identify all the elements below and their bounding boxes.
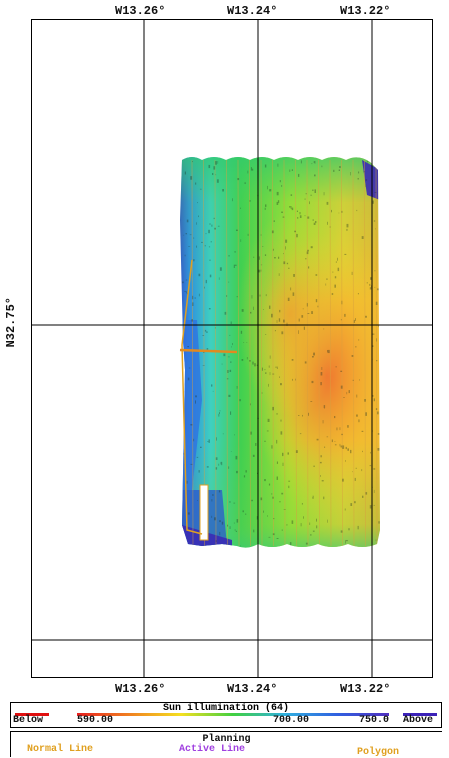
bathymetry-map[interactable] [32, 20, 433, 678]
polygon-label[interactable]: Polygon [357, 747, 400, 758]
top-lon-label-3: W13.22° [340, 4, 391, 18]
graticule [32, 20, 432, 677]
legend-below: Below [13, 715, 44, 726]
normal-line-label[interactable]: Normal Line [27, 744, 94, 755]
active-line[interactable] [179, 348, 238, 354]
bottom-lon-label-2: W13.24° [227, 682, 278, 696]
active-line-label[interactable]: Active Line [179, 744, 246, 755]
planning-legend: Planning Normal Line Active Line Polygon [10, 731, 442, 758]
bottom-lon-label-3: W13.22° [340, 682, 391, 696]
legend-title: Sun illumination (64) [162, 703, 290, 714]
lat-label: N32.75° [4, 297, 18, 348]
map-view[interactable] [31, 19, 433, 678]
below-swatch [15, 713, 49, 716]
bottom-lon-label-1: W13.26° [115, 682, 166, 696]
above-swatch [403, 713, 437, 716]
top-lon-label-1: W13.26° [115, 4, 166, 18]
color-legend: Sun illumination (64) Below 590.00 700.0… [10, 702, 442, 728]
legend-above: Above [403, 715, 434, 726]
color-ramp [77, 713, 389, 716]
polygon-line[interactable] [181, 259, 203, 535]
legend-mid: 700.00 [273, 715, 310, 726]
legend-max: 750.0 [359, 715, 390, 726]
top-lon-label-2: W13.24° [227, 4, 278, 18]
planning-title: Planning [202, 734, 251, 745]
legend-min: 590.00 [77, 715, 114, 726]
survey-data [180, 157, 380, 548]
